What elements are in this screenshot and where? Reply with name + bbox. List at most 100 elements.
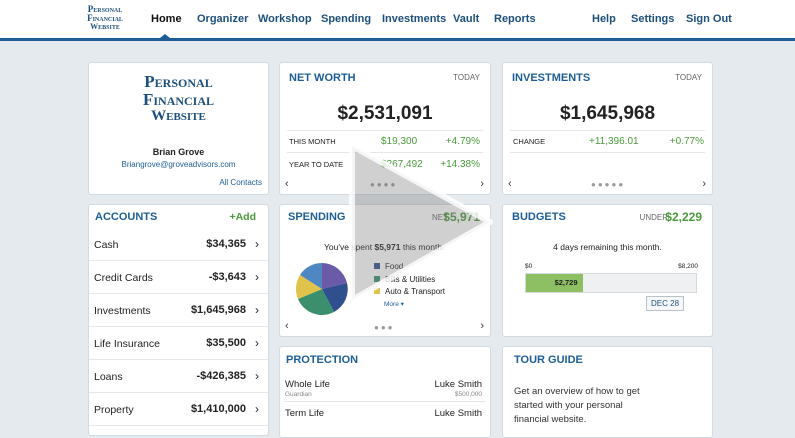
card-title: NET WORTH bbox=[289, 72, 356, 84]
row-arrow: › bbox=[255, 270, 259, 284]
account-balance: $34,365 bbox=[206, 238, 246, 250]
policy-owner: Luke Smith bbox=[434, 408, 482, 419]
policy-owner: Luke Smith bbox=[434, 379, 482, 390]
profile-logo: Personal Financial Website bbox=[89, 73, 268, 124]
scale-max: $8,200 bbox=[678, 263, 698, 270]
account-name: Credit Cards bbox=[94, 272, 153, 284]
swatch bbox=[374, 263, 380, 269]
row-value: $267,492 bbox=[381, 159, 423, 170]
divider bbox=[510, 152, 705, 153]
protection-card: PROTECTION Whole Life Guardian Luke Smit… bbox=[279, 346, 491, 438]
prev-arrow[interactable]: ‹ bbox=[285, 320, 289, 332]
logo-line: Financial bbox=[87, 13, 123, 23]
legend: Food Bills & Utilities Auto & Transport … bbox=[374, 261, 445, 311]
row-value: $19,300 bbox=[381, 136, 418, 147]
legend-label: Bills & Utilities bbox=[385, 274, 436, 284]
pie-slice bbox=[295, 275, 322, 299]
active-indicator bbox=[160, 34, 170, 38]
user-email[interactable]: Briangrove@groveadvisors.com bbox=[121, 160, 236, 169]
policy-insurer: Guardian bbox=[285, 391, 312, 398]
swatch bbox=[374, 288, 380, 294]
profile-card: Personal Financial Website Brian Grove B… bbox=[88, 62, 269, 195]
divider bbox=[287, 130, 483, 131]
card-title: INVESTMENTS bbox=[512, 72, 591, 84]
pie-slice bbox=[298, 289, 334, 315]
top-nav: Personal Financial Website Home Organize… bbox=[0, 0, 795, 41]
divider bbox=[89, 392, 268, 393]
spending-card: SPENDING NET $5,971 You've spent $5,971 … bbox=[279, 204, 491, 337]
divider bbox=[89, 425, 268, 426]
budget-spent-bar bbox=[526, 274, 583, 292]
contacts-link[interactable]: All Contacts bbox=[219, 178, 262, 187]
account-balance: $1,645,968 bbox=[190, 304, 246, 316]
account-balance: -$3,643 bbox=[208, 271, 246, 283]
total: $2,531,091 bbox=[337, 103, 433, 124]
nav-item[interactable]: Settings bbox=[631, 13, 675, 25]
tour-card: TOUR GUIDE Get an overview of how to get… bbox=[502, 346, 713, 438]
date-marker: DEC 28 bbox=[646, 296, 685, 311]
account-name: Property bbox=[94, 404, 134, 416]
nav-item[interactable]: Organizer bbox=[197, 13, 249, 25]
swatch bbox=[374, 275, 380, 282]
more-link[interactable]: More ▾ bbox=[384, 300, 404, 308]
account-balance: -$426,385 bbox=[196, 370, 246, 382]
legend-item: Food bbox=[374, 261, 445, 274]
spent-label: $2,729 bbox=[554, 278, 578, 287]
nav-item[interactable]: Reports bbox=[494, 13, 536, 25]
card-title: ACCOUNTS bbox=[95, 211, 158, 223]
row-arrow: › bbox=[255, 402, 259, 416]
message-text: this month. bbox=[400, 242, 445, 252]
card-badge: TODAY bbox=[675, 73, 702, 82]
accounts-card: ACCOUNTS +Add Cash $34,365 › Credit Cards -$… bbox=[88, 204, 269, 436]
pie-slice bbox=[322, 283, 348, 312]
nav-item[interactable]: Spending bbox=[321, 13, 372, 25]
divider bbox=[89, 260, 268, 261]
add-button[interactable]: +Add bbox=[229, 211, 256, 223]
next-arrow[interactable]: › bbox=[702, 178, 706, 190]
next-arrow[interactable]: › bbox=[480, 320, 484, 332]
account-name: Investments bbox=[94, 305, 151, 317]
nav-logo[interactable]: Personal Financial Website bbox=[76, 5, 134, 31]
nav-item[interactable]: Sign Out bbox=[686, 13, 732, 25]
card-title: PROTECTION bbox=[286, 354, 359, 366]
under-label: UNDER bbox=[639, 213, 668, 222]
remaining-message: 4 days remaining this month. bbox=[553, 242, 662, 252]
logo-line: Financial bbox=[142, 89, 215, 109]
logo-line: Personal bbox=[87, 4, 123, 14]
logo-line: Website bbox=[151, 107, 206, 124]
prev-arrow[interactable]: ‹ bbox=[285, 178, 289, 190]
message-text: You've spent bbox=[324, 242, 375, 252]
nav-item[interactable]: Help bbox=[592, 13, 616, 25]
nav-item[interactable]: Workshop bbox=[258, 13, 312, 25]
logo-line: Personal bbox=[144, 72, 213, 91]
policy-name: Whole Life bbox=[285, 379, 330, 390]
nav-item[interactable]: Vault bbox=[453, 13, 480, 25]
legend-item: Auto & Transport bbox=[374, 286, 445, 299]
nav-item[interactable]: Investments bbox=[382, 13, 447, 25]
investments-card: INVESTMENTS TODAY $1,645,968 CHANGE +11,… bbox=[502, 62, 713, 195]
spent-message: You've spent $5,971 this month. bbox=[324, 242, 444, 252]
pager: ●●●● bbox=[370, 180, 398, 189]
policy-name: Term Life bbox=[285, 408, 325, 419]
legend-item: Bills & Utilities bbox=[374, 274, 445, 287]
row-arrow: › bbox=[255, 336, 259, 350]
row-label: CHANGE bbox=[513, 137, 546, 146]
divider bbox=[284, 401, 486, 402]
account-name: Loans bbox=[94, 371, 123, 383]
scale-min: $0 bbox=[525, 263, 533, 270]
row-arrow: › bbox=[255, 303, 259, 317]
card-title: BUDGETS bbox=[512, 211, 566, 223]
divider bbox=[89, 293, 268, 294]
under-amount: $2,229 bbox=[665, 210, 702, 224]
policy-amount: $500,000 bbox=[454, 391, 482, 398]
prev-arrow[interactable]: ‹ bbox=[508, 178, 512, 190]
nav-item[interactable]: Home bbox=[151, 13, 182, 25]
next-arrow[interactable]: › bbox=[480, 178, 484, 190]
pager: ●●●●● bbox=[591, 180, 626, 189]
budgets-card: BUDGETS UNDER $2,229 4 days remaining th… bbox=[502, 204, 713, 337]
divider bbox=[89, 359, 268, 360]
account-balance: $1,410,000 bbox=[190, 403, 246, 415]
account-balance: $35,500 bbox=[206, 337, 246, 349]
logo-line: Website bbox=[90, 22, 120, 31]
